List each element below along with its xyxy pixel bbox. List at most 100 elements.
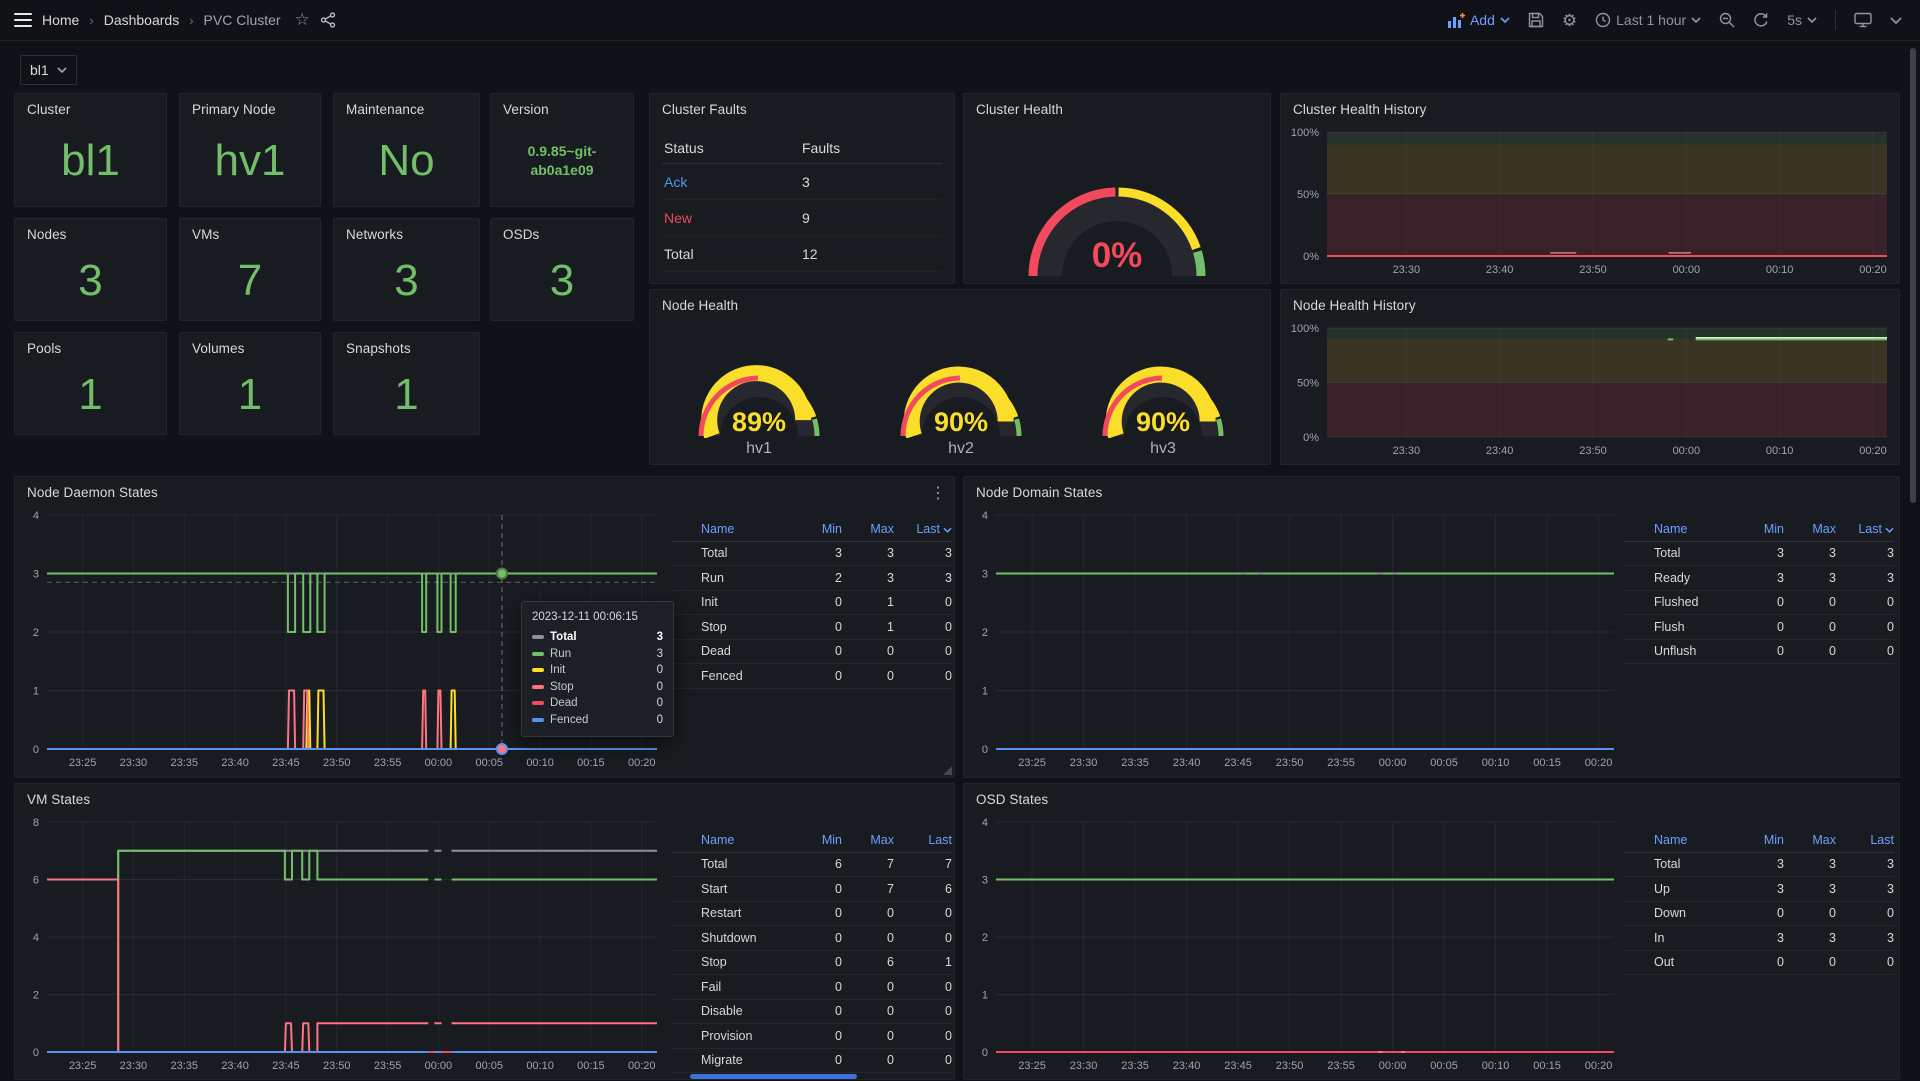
panel-resize-handle[interactable] (943, 766, 952, 775)
legend-row[interactable]: Fail 0 0 0 (671, 975, 952, 1000)
panel-title[interactable]: Cluster Health (976, 102, 1063, 117)
legend-column-header[interactable]: Min (1763, 521, 1784, 536)
refresh-interval-picker[interactable]: 5s (1787, 12, 1817, 28)
legend-row[interactable]: Restart 0 0 0 (671, 902, 952, 926)
legend-column-header[interactable]: Last (894, 522, 952, 536)
save-icon[interactable] (1528, 12, 1544, 28)
legend-column-header[interactable]: Max (1812, 521, 1836, 536)
panel-title[interactable]: Node Domain States (976, 485, 1103, 500)
refresh-button[interactable] (1753, 12, 1769, 28)
column-header-status[interactable]: Status (664, 139, 704, 156)
panel-menu-icon[interactable]: ⋮ (930, 485, 946, 502)
legend-header[interactable]: Name Min Max Last (1624, 517, 1894, 542)
panel-title[interactable]: Volumes (192, 341, 245, 356)
column-header-faults[interactable]: Faults (802, 139, 841, 156)
legend-row[interactable]: Run 2 3 3 (671, 566, 952, 591)
zoom-out-icon[interactable] (1719, 12, 1735, 28)
panel-title[interactable]: Maintenance (346, 102, 425, 117)
panel-title[interactable]: Pools (27, 341, 62, 356)
cluster-variable-dropdown[interactable]: bl1 (20, 55, 77, 85)
legend-row[interactable]: Down 0 0 0 (1624, 902, 1894, 926)
table-row[interactable]: Total 12 (662, 236, 942, 272)
panel-title[interactable]: Node Health History (1293, 298, 1416, 313)
legend-column-header[interactable]: Last (1836, 522, 1894, 536)
legend-row[interactable]: Unflush 0 0 0 (1624, 640, 1894, 664)
legend-row[interactable]: Init 0 1 0 (671, 591, 952, 615)
legend-row[interactable]: Flush 0 0 0 (1624, 615, 1894, 640)
svg-text:23:25: 23:25 (69, 757, 97, 769)
legend-row[interactable]: Stop 0 6 1 (671, 951, 952, 975)
legend-row[interactable]: Start 0 7 6 (671, 877, 952, 902)
panel-title[interactable]: Cluster Health History (1293, 102, 1427, 117)
node-domain-states-chart[interactable]: 0 1 2 3 4 23:25 23:30 23:35 23:40 23:45 23:50 23:55… (972, 507, 1620, 773)
faults-table-header[interactable]: Status Faults (662, 132, 942, 164)
fault-status[interactable]: Total (664, 245, 694, 262)
legend-row[interactable]: Total 3 3 3 (1624, 853, 1894, 877)
fault-status[interactable]: Ack (664, 173, 688, 190)
panel-title[interactable]: VMs (192, 227, 220, 242)
legend-column-header[interactable]: Name (1654, 832, 1688, 847)
legend-column-header[interactable]: Max (870, 521, 894, 536)
tv-mode-icon[interactable] (1854, 12, 1872, 28)
legend-header[interactable]: Name Min Max Last (671, 828, 952, 853)
panel-title[interactable]: Version (503, 102, 549, 117)
panel-title[interactable]: Networks (346, 227, 404, 242)
legend-column-header[interactable]: Name (701, 521, 735, 536)
time-range-picker[interactable]: Last 1 hour (1595, 12, 1701, 28)
legend-column-header[interactable]: Last (928, 832, 952, 847)
panel-title[interactable]: Cluster Faults (662, 102, 747, 117)
legend-header[interactable]: Name Min Max Last (671, 517, 952, 542)
legend-row[interactable]: Migrate 0 0 0 (671, 1049, 952, 1073)
legend-row[interactable]: Total 3 3 3 (1624, 542, 1894, 566)
legend-row[interactable]: Flushed 0 0 0 (1624, 591, 1894, 615)
panel-title[interactable]: Snapshots (346, 341, 411, 356)
panel-title[interactable]: Nodes (27, 227, 67, 242)
legend-row[interactable]: Disable 0 0 0 (671, 1000, 952, 1024)
add-panel-button[interactable]: Add (1447, 12, 1510, 28)
legend-column-header[interactable]: Max (1812, 832, 1836, 847)
breadcrumb-home[interactable]: Home (42, 12, 80, 28)
gear-icon[interactable]: ⚙ (1561, 10, 1578, 30)
breadcrumb-dashboards[interactable]: Dashboards (103, 12, 180, 28)
legend-column-header[interactable]: Name (701, 832, 735, 847)
panel-title[interactable]: OSDs (503, 227, 540, 242)
menu-icon[interactable] (14, 13, 32, 27)
legend-column-header[interactable]: Min (1763, 832, 1784, 847)
panel-title[interactable]: VM States (27, 792, 91, 807)
panel-title[interactable]: Node Health (662, 298, 739, 313)
table-row[interactable]: New 9 (662, 200, 942, 236)
panel-title[interactable]: Cluster (27, 102, 71, 117)
legend-column-header[interactable]: Last (1870, 832, 1894, 847)
panel-title[interactable]: Node Daemon States (27, 485, 158, 500)
legend-row[interactable]: Total 3 3 3 (671, 542, 952, 566)
star-icon[interactable]: ☆ (294, 10, 310, 29)
node-health-history-chart[interactable]: 0% 50% 100% 23:30 23:40 23:50 00:00 00:10 00:20 (1289, 318, 1893, 461)
vm-states-chart[interactable]: 0 2 4 6 8 23:25 23:30 23:35 23:40 23:45 23:50 23:55… (23, 814, 663, 1076)
legend-row[interactable]: Out 0 0 0 (1624, 951, 1894, 975)
legend-column-header[interactable]: Name (1654, 521, 1688, 536)
legend-row[interactable]: Provision 0 0 0 (671, 1024, 952, 1049)
legend-row[interactable]: Total 6 7 7 (671, 853, 952, 877)
panel-title[interactable]: OSD States (976, 792, 1049, 807)
legend-row[interactable]: Stop 0 1 0 (671, 615, 952, 640)
share-icon[interactable] (320, 12, 336, 28)
fault-status[interactable]: New (664, 209, 693, 226)
svg-text:23:55: 23:55 (374, 757, 402, 769)
legend-row[interactable]: Ready 3 3 3 (1624, 566, 1894, 591)
legend-header[interactable]: Name Min Max Last (1624, 828, 1894, 853)
osd-states-chart[interactable]: 0 1 2 3 4 23:25 23:30 23:35 23:40 23:45 23:50 23:55… (972, 814, 1620, 1076)
collapse-nav-icon[interactable] (1890, 16, 1902, 24)
legend-column-header[interactable]: Max (870, 832, 894, 847)
vertical-scrollbar-thumb[interactable] (1910, 48, 1916, 503)
legend-column-header[interactable]: Min (821, 832, 842, 847)
legend-row[interactable]: Dead 0 0 0 (671, 640, 952, 664)
horizontal-scrollbar-thumb[interactable] (690, 1074, 857, 1079)
panel-title[interactable]: Primary Node (192, 102, 276, 117)
cluster-health-history-chart[interactable]: 0% 50% 100% 23:30 23:40 23:50 00:00 00:10 00:20 (1289, 122, 1893, 280)
legend-row[interactable]: Up 3 3 3 (1624, 877, 1894, 902)
legend-column-header[interactable]: Min (821, 521, 842, 536)
table-row[interactable]: Ack 3 (662, 164, 942, 200)
legend-row[interactable]: Fenced 0 0 0 (671, 664, 952, 689)
legend-row[interactable]: Shutdown 0 0 0 (671, 926, 952, 951)
legend-row[interactable]: In 3 3 3 (1624, 926, 1894, 951)
